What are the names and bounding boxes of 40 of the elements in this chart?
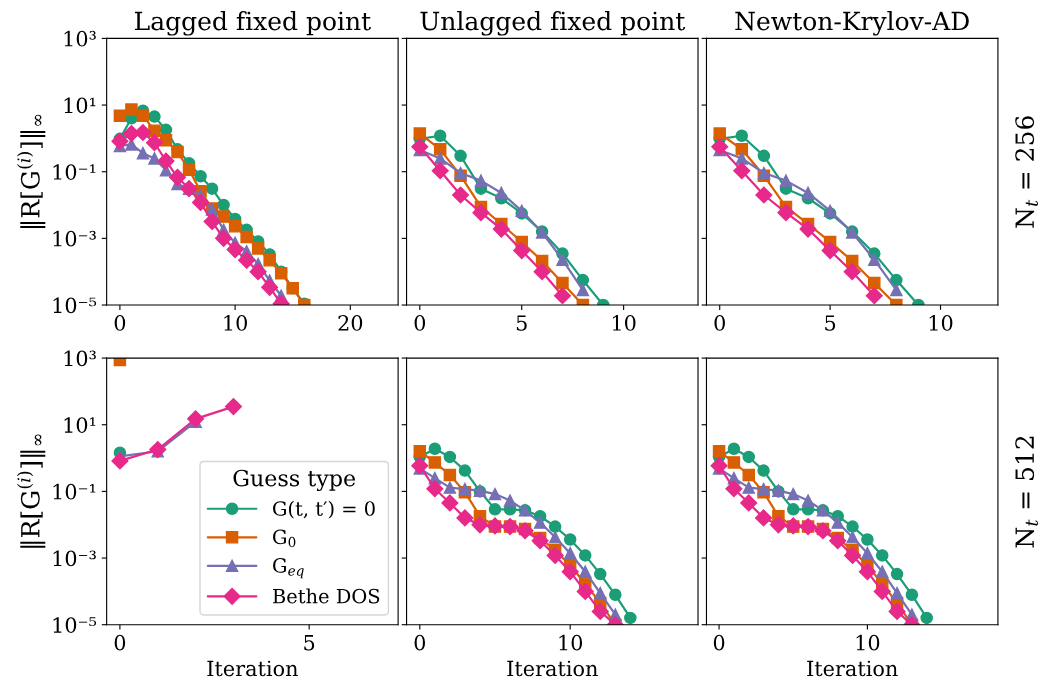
x-tick-label: 0	[414, 634, 426, 651]
legend-label: G$_{eq}$	[273, 558, 304, 579]
x-tick-label: 20	[338, 315, 363, 331]
x-tick-label: 0	[414, 315, 426, 331]
x-tick-label: 10	[612, 315, 636, 331]
x-tick-label: 10	[559, 634, 583, 651]
x-tick-label: 10	[929, 315, 953, 331]
x-tick-label: 5	[516, 315, 527, 331]
y2-axis-title: N$_{t}$ = 256	[1015, 116, 1038, 228]
legend-label: Bethe DOS	[273, 588, 380, 604]
x-tick-label: 5	[825, 315, 836, 331]
y-tick-label: 10⁻⁵	[53, 617, 97, 633]
y-tick-label: 10⁻¹	[53, 164, 96, 180]
y-tick-label: 10⁻⁵	[53, 297, 97, 314]
x-axis-title: Iteration	[507, 660, 598, 677]
y-axis-title: ‖R[G$^{(i)}$]‖$_{∞}$	[17, 114, 46, 228]
chart-title: Newton-Krylov-AD	[735, 11, 969, 36]
x-tick-label: 0	[714, 315, 725, 331]
x-axis-title: Iteration	[807, 660, 898, 677]
chart-title: Unlagged fixed point	[420, 11, 686, 36]
x-axis-title: Iteration	[207, 660, 298, 677]
y-tick-label: 10⁻¹	[53, 483, 96, 500]
y-tick-label: 10¹	[64, 417, 96, 433]
legend-label: G$_{0}$	[273, 529, 296, 548]
x-tick-label: 10	[856, 634, 880, 651]
legend-label: G(t, t′) = 0	[273, 500, 375, 519]
y-tick-label: 10¹	[64, 97, 96, 114]
y-tick-label: 10³	[64, 30, 96, 47]
y-axis-title: ‖R[G$^{(i)}$]‖$_{∞}$	[17, 434, 46, 548]
x-tick-label: 0	[713, 634, 725, 651]
x-tick-label: 5	[304, 635, 315, 651]
y-tick-label: 10⁻³	[53, 230, 96, 247]
y-tick-label: 10⁻³	[53, 550, 96, 567]
chart-title: Lagged fixed point	[134, 11, 371, 36]
x-tick-label: 0	[114, 315, 126, 331]
legend-title: Guess type	[233, 469, 356, 492]
y2-axis-title: N$_{t}$ = 512	[1015, 436, 1038, 548]
y-tick-label: 10³	[64, 350, 96, 367]
x-tick-label: 10	[224, 315, 247, 331]
x-tick-label: 0	[114, 634, 126, 651]
